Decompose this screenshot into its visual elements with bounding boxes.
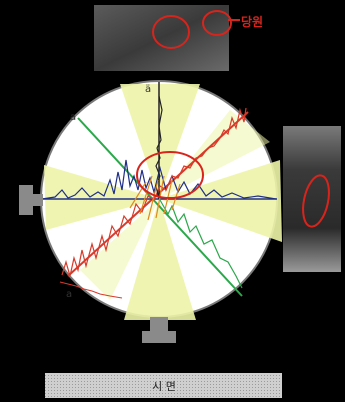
red-trace (61, 107, 247, 277)
axis-label-left-upper: a (70, 112, 76, 123)
green-trace (159, 199, 243, 289)
bottom-sensor (142, 317, 176, 343)
left-sensor (19, 185, 43, 215)
right-inspection-image (283, 126, 341, 272)
top-image-ellipse-2 (202, 10, 232, 36)
right-image-ellipse (302, 174, 330, 228)
blue-trace (41, 159, 277, 200)
top-image-tag: 당원 (241, 14, 263, 29)
axis-label-top: ä (145, 84, 151, 95)
red-trace-lower (59, 281, 123, 299)
top-inspection-image (94, 5, 229, 71)
bottom-caption: 시 면 (152, 380, 176, 393)
diagonal-axis-green (77, 117, 243, 297)
center-highlight-ellipse (136, 151, 204, 199)
bottom-caption-box (45, 373, 282, 398)
axis-label-left-lower: a (66, 289, 72, 300)
top-image-ellipse (152, 15, 190, 49)
